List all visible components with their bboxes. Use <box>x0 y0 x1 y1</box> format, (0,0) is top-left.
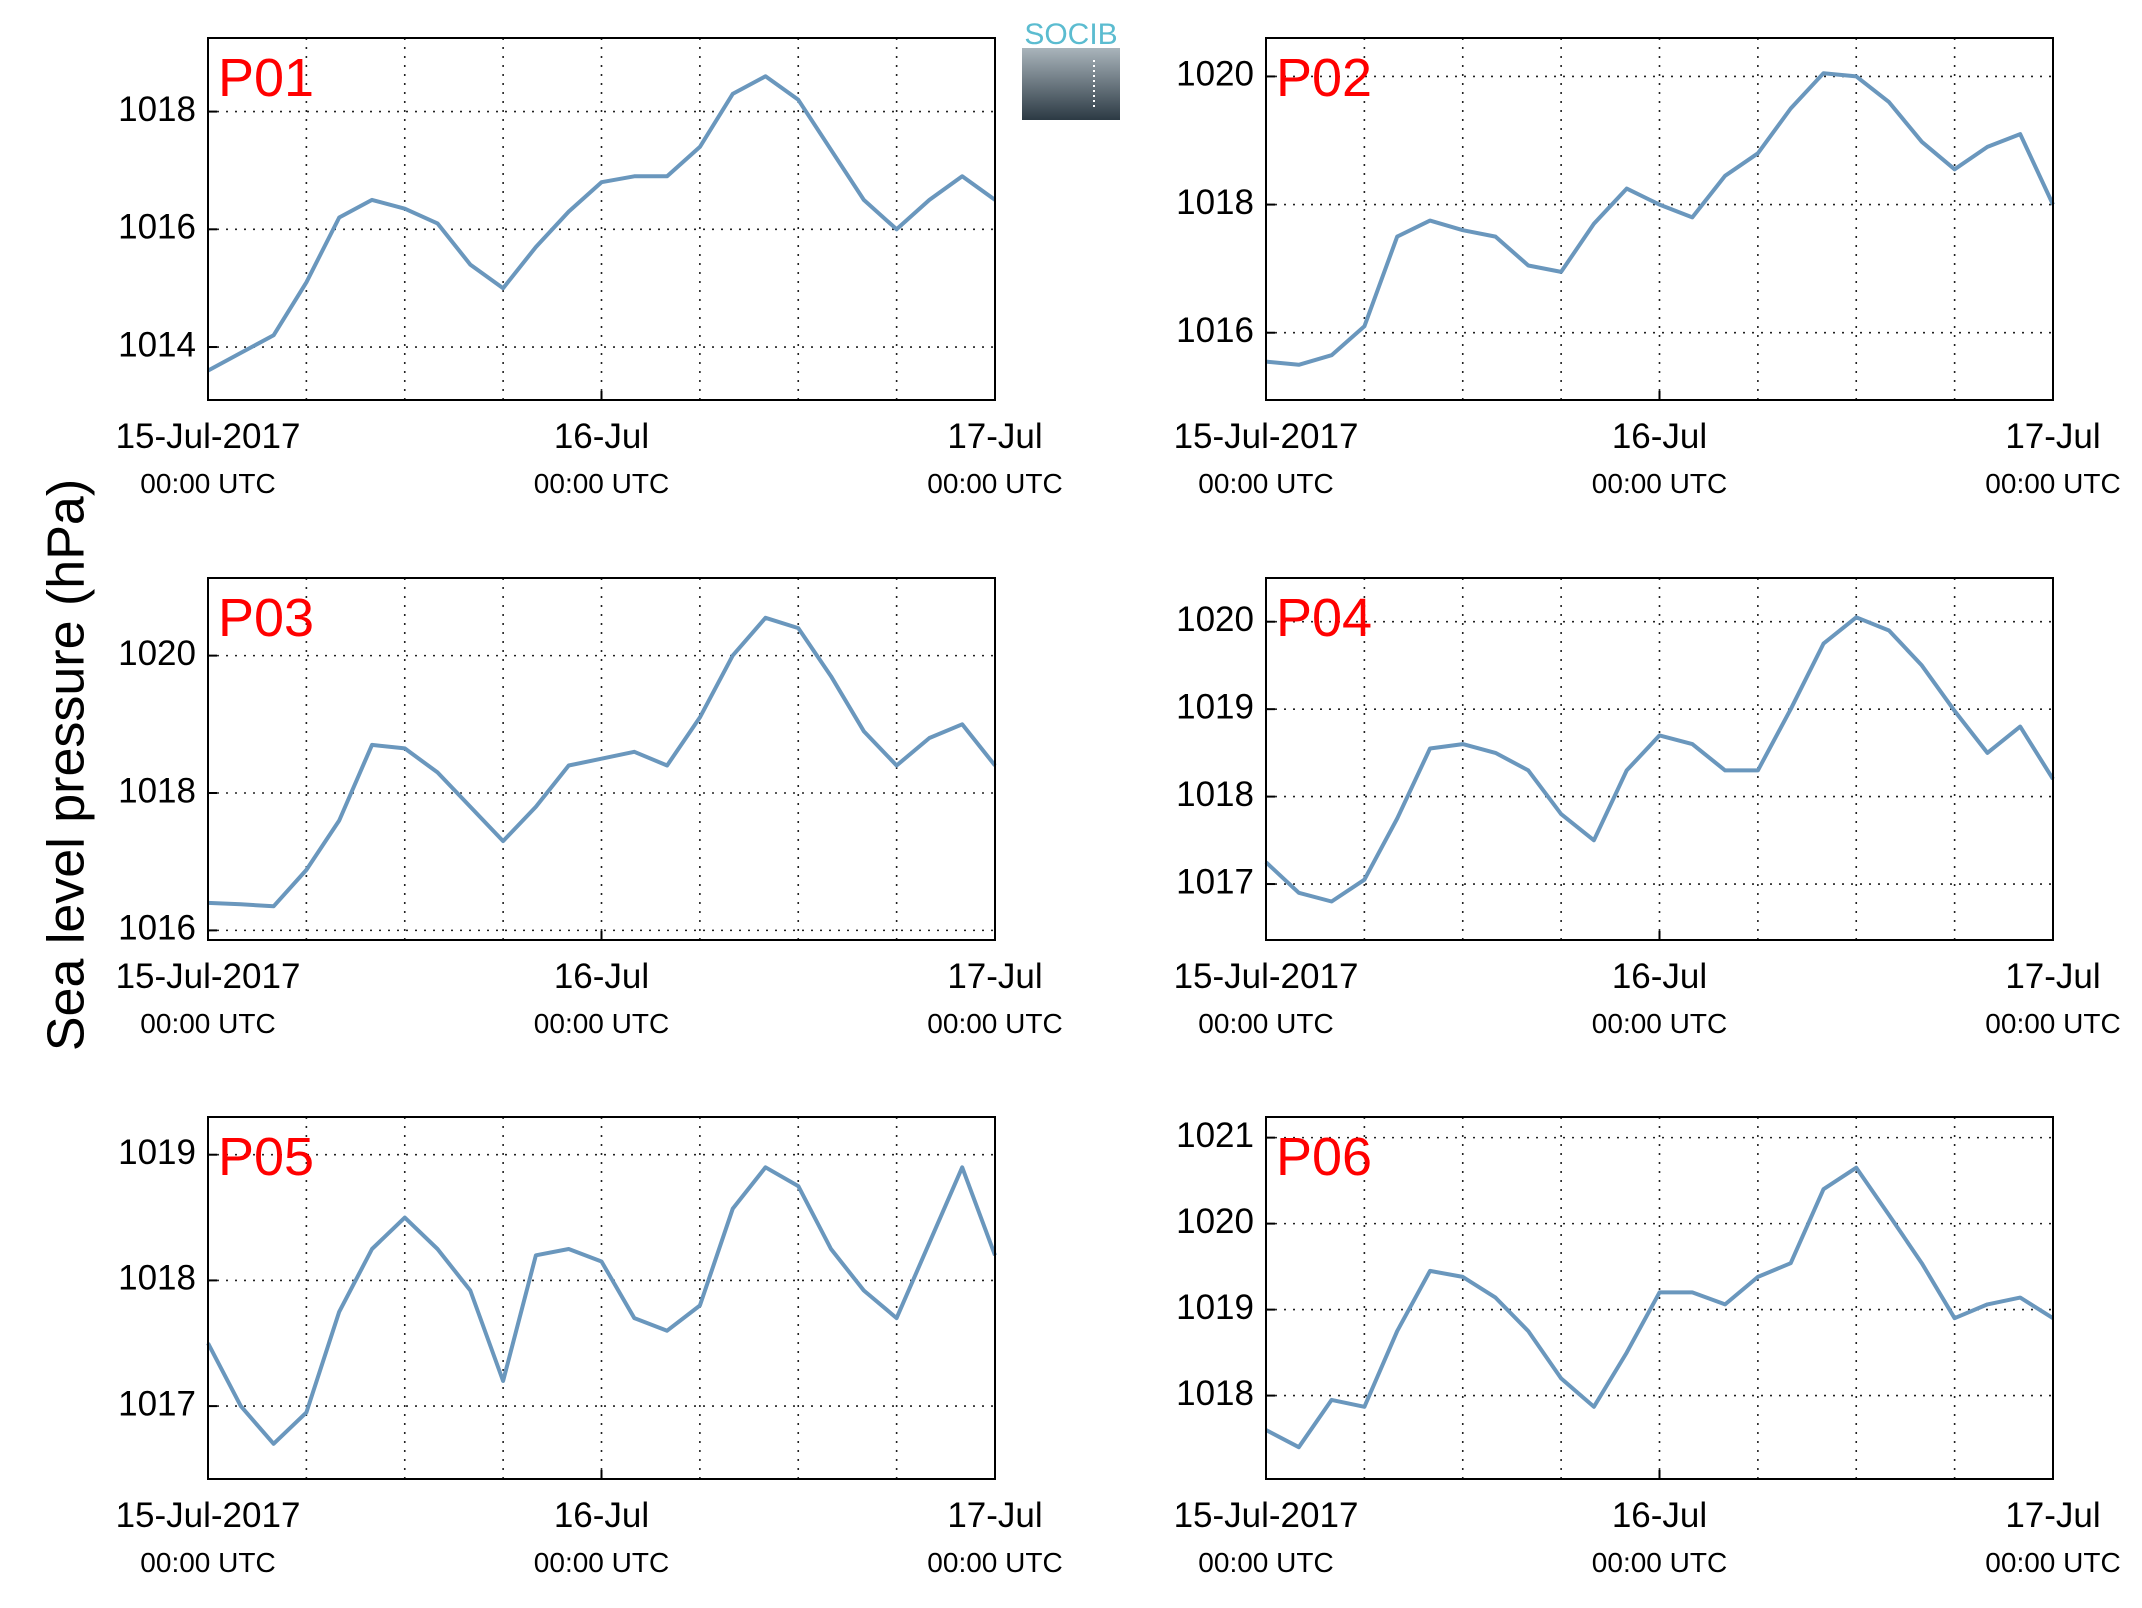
x-tick-label: 16-Jul <box>554 1496 649 1535</box>
x-tick-label: 17-Jul <box>947 417 1042 456</box>
panel-title: P02 <box>1276 48 1372 108</box>
y-tick-label: 1018 <box>1176 183 1254 222</box>
x-tick-label: 15-Jul-2017 <box>1174 417 1359 456</box>
y-tick-label: 1018 <box>1176 1374 1254 1413</box>
x-tick-sublabel: 00:00 UTC <box>1198 468 1333 499</box>
logo-box <box>1022 48 1120 120</box>
panel: 1016 1018 1020 15-Jul-2017 00:00 UTC 16-Jul 00… <box>1174 37 2121 499</box>
y-tick-label: 1018 <box>118 1259 196 1298</box>
plot-frame <box>1265 37 2054 401</box>
x-tick-label: 16-Jul <box>554 957 649 996</box>
y-tick-label: 1019 <box>1176 1288 1254 1327</box>
x-tick-sublabel: 00:00 UTC <box>1592 1008 1727 1039</box>
panel: 1014 1016 1018 15-Jul-2017 00:00 UTC 16-Jul 00… <box>116 37 1063 499</box>
data-line <box>1265 1165 2055 1450</box>
y-tick-label: 1020 <box>1176 1202 1254 1241</box>
x-tick-label: 16-Jul <box>1612 417 1707 456</box>
x-tick-label: 17-Jul <box>2005 1496 2100 1535</box>
y-tick-label: 1020 <box>1176 55 1254 94</box>
x-tick-label: 16-Jul <box>554 417 649 456</box>
y-tick-label: 1016 <box>1176 311 1254 350</box>
plot-frame <box>207 37 996 401</box>
x-tick-sublabel: 00:00 UTC <box>1985 1008 2120 1039</box>
y-tick-label: 1017 <box>118 1384 196 1423</box>
x-tick-sublabel: 00:00 UTC <box>140 1008 275 1039</box>
x-tick-sublabel: 00:00 UTC <box>534 468 669 499</box>
x-tick-sublabel: 00:00 UTC <box>140 1547 275 1578</box>
y-tick-label: 1020 <box>118 634 196 673</box>
x-tick-sublabel: 00:00 UTC <box>1198 1008 1333 1039</box>
data-line <box>1264 615 2055 904</box>
x-tick-label: 17-Jul <box>947 1496 1042 1535</box>
x-tick-sublabel: 00:00 UTC <box>1592 1547 1727 1578</box>
y-axis-label: Sea level pressure (hPa) <box>38 479 96 1051</box>
data-line <box>207 615 997 909</box>
plot-frame <box>207 1116 996 1480</box>
logo-text: SOCIB <box>1024 18 1117 51</box>
panel-title: P03 <box>218 588 314 648</box>
x-tick-label: 15-Jul-2017 <box>116 417 301 456</box>
x-tick-label: 16-Jul <box>1612 1496 1707 1535</box>
x-tick-label: 17-Jul <box>2005 417 2100 456</box>
data-line <box>207 74 997 373</box>
x-tick-label: 16-Jul <box>1612 957 1707 996</box>
x-tick-label: 15-Jul-2017 <box>116 957 301 996</box>
x-tick-sublabel: 00:00 UTC <box>927 1547 1062 1578</box>
x-tick-label: 17-Jul <box>2005 957 2100 996</box>
x-tick-sublabel: 00:00 UTC <box>927 468 1062 499</box>
logo: SOCIB <box>1022 18 1120 120</box>
y-tick-label: 1014 <box>118 325 196 364</box>
panel-title: P01 <box>218 48 314 108</box>
x-tick-label: 15-Jul-2017 <box>1174 1496 1359 1535</box>
x-tick-sublabel: 00:00 UTC <box>1985 1547 2120 1578</box>
panel-title: P06 <box>1276 1127 1372 1187</box>
panel: 1017 1018 1019 15-Jul-2017 00:00 UTC 16-Jul 00… <box>116 1116 1063 1578</box>
x-tick-label: 17-Jul <box>947 957 1042 996</box>
plot-frame <box>1265 577 2054 941</box>
panel: 1018 1019 1020 1021 15-Jul-2017 00:00 UTC 16-J… <box>1174 1116 2121 1578</box>
y-tick-label: 1019 <box>118 1133 196 1172</box>
x-tick-label: 15-Jul-2017 <box>1174 957 1359 996</box>
y-tick-label: 1021 <box>1176 1116 1254 1155</box>
panel: 1016 1018 1020 15-Jul-2017 00:00 UTC 16-Jul 00… <box>116 577 1063 1039</box>
panel: 1017 1018 1019 1020 15-Jul-2017 00:00 UTC 16-J… <box>1174 577 2121 1039</box>
y-tick-label: 1018 <box>1176 775 1254 814</box>
x-tick-sublabel: 00:00 UTC <box>534 1008 669 1039</box>
y-tick-label: 1016 <box>118 208 196 247</box>
panel-title: P04 <box>1276 588 1372 648</box>
panel-title: P05 <box>218 1127 314 1187</box>
plot-frame <box>207 577 996 941</box>
x-tick-sublabel: 00:00 UTC <box>1592 468 1727 499</box>
x-tick-sublabel: 00:00 UTC <box>927 1008 1062 1039</box>
plot-frame <box>1265 1116 2054 1480</box>
x-tick-sublabel: 00:00 UTC <box>140 468 275 499</box>
y-tick-label: 1018 <box>118 771 196 810</box>
x-tick-sublabel: 00:00 UTC <box>1985 468 2120 499</box>
data-line <box>206 1165 997 1446</box>
y-tick-label: 1018 <box>118 90 196 129</box>
x-tick-sublabel: 00:00 UTC <box>534 1547 669 1578</box>
x-tick-sublabel: 00:00 UTC <box>1198 1547 1333 1578</box>
y-tick-label: 1020 <box>1176 600 1254 639</box>
y-tick-label: 1019 <box>1176 687 1254 726</box>
y-tick-label: 1016 <box>118 909 196 948</box>
x-tick-label: 15-Jul-2017 <box>116 1496 301 1535</box>
y-tick-label: 1017 <box>1176 862 1254 901</box>
data-line <box>1265 71 2055 367</box>
